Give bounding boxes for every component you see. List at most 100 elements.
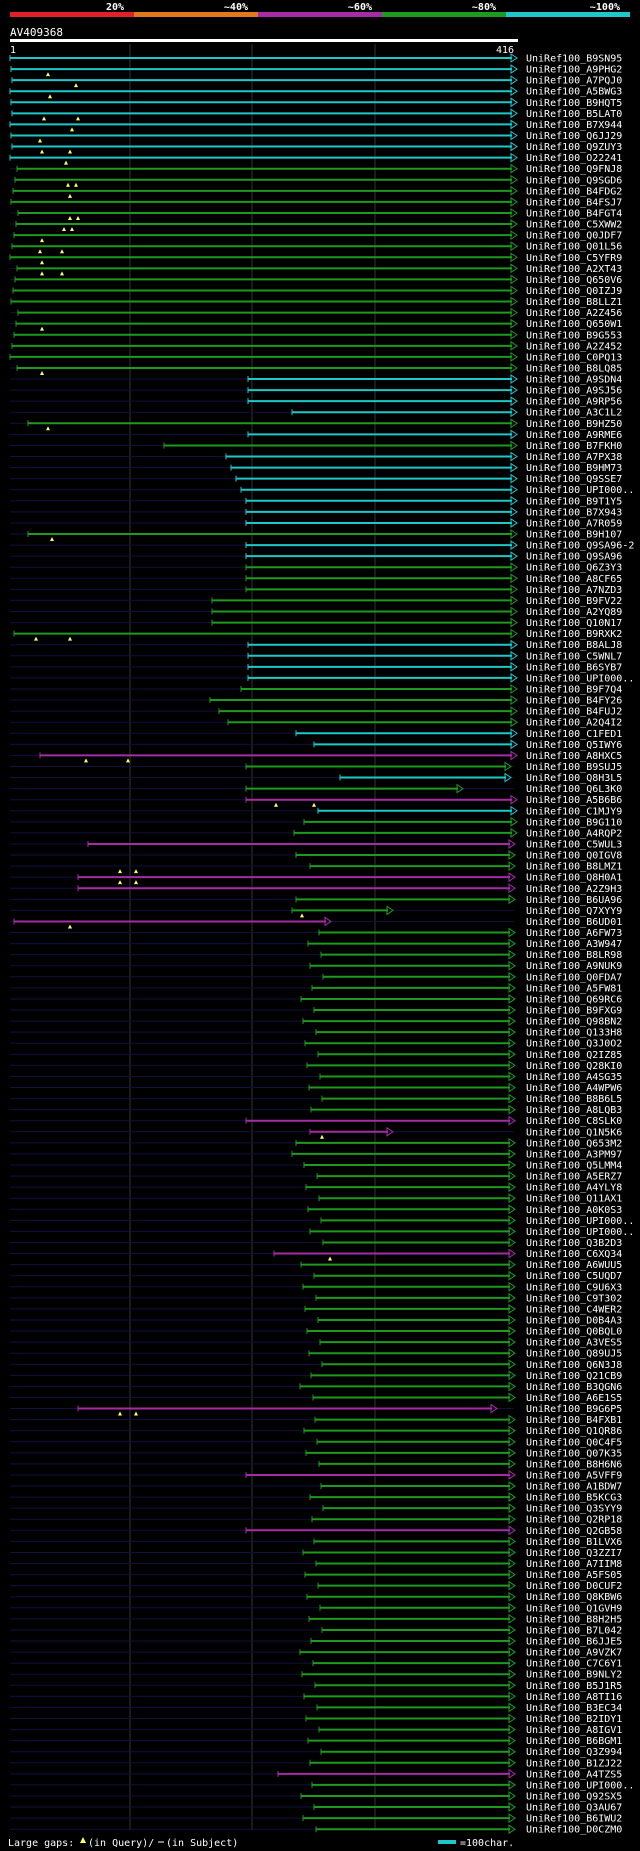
hit-row[interactable]: UniRef100_B5J1R5 [10, 1680, 622, 1692]
hit-row[interactable]: UniRef100_Q0FDA7 [10, 971, 622, 983]
hit-row[interactable]: UniRef100_B1ZJ22 [10, 1757, 622, 1769]
hit-row[interactable]: UniRef100_Q6L3K0 [10, 783, 622, 795]
hit-row[interactable]: UniRef100_A5BWG3 [9, 86, 622, 99]
hit-row[interactable]: UniRef100_Q69RC6 [10, 994, 622, 1005]
hit-label[interactable]: UniRef100_A7PX38 [526, 452, 622, 463]
hit-label[interactable]: UniRef100_Q3ZZI7 [526, 1548, 622, 1559]
hit-label[interactable]: UniRef100_B1LVX6 [526, 1537, 622, 1548]
hit-row[interactable]: UniRef100_Q9SGD6 [10, 174, 622, 187]
hit-label[interactable]: UniRef100_A4SG35 [526, 1072, 622, 1083]
hit-row[interactable]: UniRef100_A9SDN4 [10, 374, 622, 386]
hit-label[interactable]: UniRef100_A9VZK7 [526, 1648, 622, 1659]
hit-row[interactable]: UniRef100_A3C1L2 [10, 407, 622, 419]
hit-row[interactable]: UniRef100_A3W947 [10, 938, 622, 950]
hit-row[interactable]: UniRef100_C8SLK0 [10, 1115, 622, 1127]
hit-label[interactable]: UniRef100_A6WUU5 [526, 1260, 622, 1271]
hit-label[interactable]: UniRef100_C5UQD7 [526, 1271, 622, 1282]
hit-label[interactable]: UniRef100_Q0C4F5 [526, 1437, 622, 1448]
hit-label[interactable]: UniRef100_B9RXK2 [526, 629, 622, 640]
hit-row[interactable]: UniRef100_A5VFF9 [10, 1470, 622, 1481]
hit-label[interactable]: UniRef100_Q9SA96 [526, 552, 622, 563]
hit-label[interactable]: UniRef100_B3EC34 [526, 1703, 622, 1714]
hit-row[interactable]: UniRef100_B7FKH0 [10, 440, 622, 452]
hit-label[interactable]: UniRef100_B9HZ50 [526, 419, 622, 430]
hit-label[interactable]: UniRef100_Q98BN2 [526, 1017, 622, 1028]
hit-row[interactable]: UniRef100_Q28KI0 [10, 1060, 622, 1072]
hit-row[interactable]: UniRef100_B1LVX6 [10, 1536, 622, 1548]
hit-label[interactable]: UniRef100_B6SYB7 [526, 662, 622, 673]
hit-row[interactable]: UniRef100_Q6JJ29 [10, 130, 622, 143]
hit-row[interactable]: UniRef100_A7NZD3 [10, 584, 622, 596]
hit-row[interactable]: UniRef100_B9G553 [10, 329, 622, 341]
hit-row[interactable]: UniRef100_A9NUK9 [10, 960, 622, 972]
hit-row[interactable]: UniRef100_Q10N17 [10, 617, 622, 629]
hit-label[interactable]: UniRef100_B8B6L5 [526, 1094, 622, 1105]
hit-label[interactable]: UniRef100_A8CF65 [526, 574, 622, 585]
hit-row[interactable]: UniRef100_A9SJ56 [10, 385, 622, 397]
hit-label[interactable]: UniRef100_B9FXG9 [526, 1006, 622, 1017]
hit-row[interactable]: UniRef100_B8LQ85 [10, 363, 622, 375]
hit-label[interactable]: UniRef100_A0K0S3 [526, 1205, 622, 1216]
hit-row[interactable]: UniRef100_A8IGV1 [10, 1724, 622, 1736]
hit-row[interactable]: UniRef100_B9F7Q4 [10, 684, 622, 695]
hit-row[interactable]: UniRef100_Q9FNJ8 [10, 163, 622, 175]
hit-label[interactable]: UniRef100_A4WPW6 [526, 1083, 622, 1094]
hit-label[interactable]: UniRef100_C9T302 [526, 1293, 622, 1304]
hit-label[interactable]: UniRef100_Q650W1 [526, 319, 622, 330]
hit-row[interactable]: UniRef100_B8ALJ8 [10, 639, 622, 651]
hit-label[interactable]: UniRef100_A8IGV1 [526, 1725, 622, 1736]
hit-row[interactable]: UniRef100_A8HXC5 [10, 750, 622, 763]
hit-row[interactable]: UniRef100_Q9SA96 [10, 551, 622, 563]
hit-row[interactable]: UniRef100_Q98BN2 [10, 1016, 622, 1028]
hit-row[interactable]: UniRef100_A4SG35 [10, 1071, 622, 1083]
hit-label[interactable]: UniRef100_C1FED1 [526, 729, 622, 740]
hit-label[interactable]: UniRef100_A2YQ89 [526, 607, 622, 618]
hit-row[interactable]: UniRef100_Q3B2D3 [10, 1237, 622, 1249]
hit-label[interactable]: UniRef100_Q7XYY9 [526, 906, 622, 917]
hit-label[interactable]: UniRef100_A9SDN4 [526, 375, 622, 386]
hit-label[interactable]: UniRef100_B9G6P5 [526, 1404, 622, 1415]
hit-row[interactable]: UniRef100_C5WNL7 [10, 650, 622, 662]
hit-label[interactable]: UniRef100_Q0IZJ9 [526, 286, 622, 297]
hit-row[interactable]: UniRef100_C0PQ13 [9, 351, 622, 363]
hit-label[interactable]: UniRef100_A2Z9H3 [526, 884, 622, 895]
hit-label[interactable]: UniRef100_Q6JJ29 [526, 131, 622, 142]
hit-row[interactable]: UniRef100_A7R059 [10, 518, 622, 529]
hit-row[interactable]: UniRef100_B9SN95 [9, 53, 622, 65]
hit-label[interactable]: UniRef100_A5VFF9 [526, 1470, 622, 1481]
hit-label[interactable]: UniRef100_B7X944 [526, 120, 622, 131]
hit-row[interactable]: UniRef100_A9VZK7 [10, 1647, 622, 1659]
hit-label[interactable]: UniRef100_B6UD01 [526, 917, 622, 928]
hit-row[interactable]: UniRef100_UPI000.. [10, 1779, 634, 1791]
hit-row[interactable]: UniRef100_B4FGT4 [10, 208, 622, 220]
hit-label[interactable]: UniRef100_Q653M2 [526, 1138, 622, 1149]
hit-label[interactable]: UniRef100_C7C6Y1 [526, 1659, 622, 1670]
hit-row[interactable]: UniRef100_C4WER2 [10, 1303, 622, 1315]
hit-label[interactable]: UniRef100_A6E1S5 [526, 1393, 622, 1404]
hit-row[interactable]: UniRef100_C5UQD7 [10, 1270, 622, 1282]
hit-label[interactable]: UniRef100_B8H6N6 [526, 1459, 622, 1470]
hit-row[interactable]: UniRef100_A2XT43 [10, 263, 622, 276]
hit-label[interactable]: UniRef100_Q6Z3Y3 [526, 563, 622, 574]
hit-row[interactable]: UniRef100_C1MJY9 [10, 805, 622, 817]
hit-label[interactable]: UniRef100_B7L042 [526, 1625, 622, 1636]
hit-row[interactable]: UniRef100_Q21CB9 [10, 1370, 622, 1382]
hit-row[interactable]: UniRef100_B2IDY1 [10, 1713, 622, 1725]
hit-label[interactable]: UniRef100_Q9FNJ8 [526, 164, 622, 175]
hit-label[interactable]: UniRef100_Q11AX1 [526, 1194, 622, 1205]
hit-row[interactable]: UniRef100_D0CUF2 [10, 1580, 622, 1592]
hit-row[interactable]: UniRef100_Q9SSE7 [10, 473, 622, 485]
hit-row[interactable]: UniRef100_Q0BQL0 [10, 1326, 622, 1338]
hit-label[interactable]: UniRef100_A5FS05 [526, 1570, 622, 1581]
hit-row[interactable]: UniRef100_B4FSJ7 [10, 196, 622, 208]
hit-row[interactable]: UniRef100_A5FS05 [10, 1569, 622, 1581]
hit-row[interactable]: UniRef100_Q650V6 [10, 274, 622, 286]
hit-row[interactable]: UniRef100_B9G110 [10, 816, 622, 828]
hit-label[interactable]: UniRef100_B7FKH0 [526, 441, 622, 452]
hit-row[interactable]: UniRef100_Q1GVH9 [10, 1602, 622, 1614]
hit-label[interactable]: UniRef100_A9RP56 [526, 397, 622, 408]
hit-label[interactable]: UniRef100_B9H107 [526, 530, 622, 541]
hit-row[interactable]: UniRef100_Q01L56 [10, 241, 622, 254]
hit-label[interactable]: UniRef100_Q9SSE7 [526, 474, 622, 485]
hit-row[interactable]: UniRef100_B7X943 [10, 506, 622, 518]
